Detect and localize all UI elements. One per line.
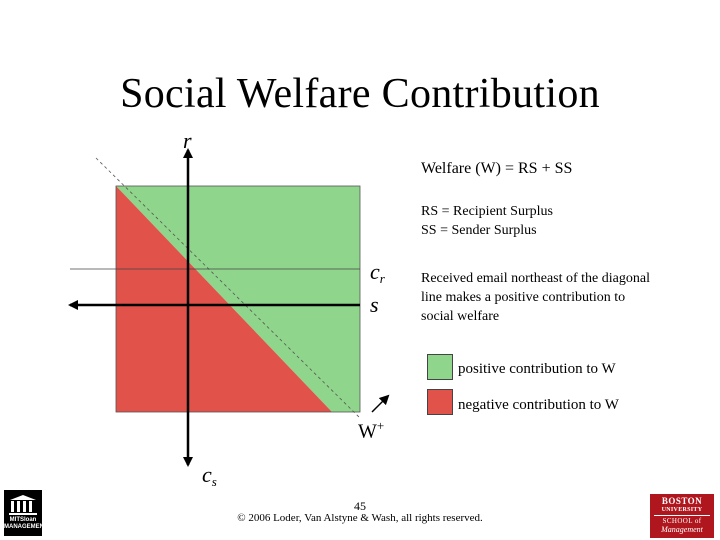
cs-label: cs [202,462,217,490]
w-plus-label: W+ [358,418,384,444]
mit-logo-text: MITSloan MANAGEMENT [4,517,48,531]
welfare-equation: Welfare (W) = RS + SS [421,160,573,177]
mit-logo-line1: MITSloan [9,517,37,523]
cr-label: cr [370,259,385,287]
s-axis-label: s [370,292,379,317]
bu-logo-line3: SCHOOL of [662,517,702,525]
region-outline [115,185,361,413]
building-icon [9,495,37,515]
bu-logo-line4: Management [661,525,703,534]
mit-sloan-logo: MITSloan MANAGEMENT [4,490,48,536]
bu-logo-rule [654,515,710,516]
w-plus-base: W [358,420,377,443]
diagonal-line [95,157,361,419]
copyright-notice: © 2006 Loder, Van Alstyne & Wash, all ri… [237,512,483,524]
negative-region [116,186,332,412]
positive-region [116,186,360,412]
page-number: 45 [354,499,366,513]
w-plus-arrow [371,394,390,413]
bu-logo-line2: UNIVERSITY [661,507,703,513]
rs-definition: RS = Recipient Surplus [421,204,553,219]
legend-label-negative: negative contribution to W [458,397,619,413]
note-line-3: social welfare [421,309,500,324]
bu-logo-line1: BOSTON [661,496,703,506]
w-plus-sup: + [376,418,385,433]
cr-label-sub: r [379,271,385,286]
slide-title: Social Welfare Contribution [120,71,600,117]
bu-logo: BOSTON UNIVERSITY SCHOOL of Management [650,494,714,538]
mit-logo-line2: MANAGEMENT [4,524,48,530]
legend-label-positive: positive contribution to W [458,361,616,377]
r-axis-label: r [183,128,192,153]
cs-label-sub: s [211,474,217,489]
ss-definition: SS = Sender Surplus [421,223,537,238]
cs-label-base: c [202,462,212,487]
note-line-1: Received email northeast of the diagonal [421,271,650,286]
note-line-2: line makes a positive contribution to [421,290,626,305]
legend-swatch-positive [427,354,453,380]
cr-label-base: c [370,259,380,284]
legend-swatch-negative [427,389,453,415]
